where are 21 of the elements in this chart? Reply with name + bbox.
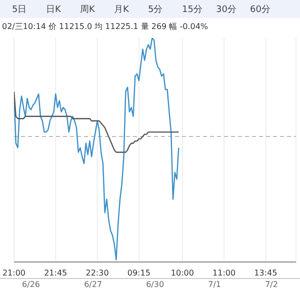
text: 6/27 [84,280,102,289]
text: 周K [80,4,96,16]
text: 7/1 [208,280,221,289]
x-tick-label: 10:00 [170,268,194,278]
text: 5日 [12,4,28,16]
text: 60分 [250,4,272,16]
x-tick-label: 21:45 [44,268,68,278]
x-tick-label: 09:15 [127,268,150,278]
text: 30分 [216,4,238,16]
text: 7/2 [265,280,278,289]
text: 02/三10:14 价 11215.0 均 11225.1 量 269 幅 -0.04% [1,21,210,32]
text: 日K [46,4,62,16]
x-tick-label: 11:00 [212,268,236,278]
x-tick-label: 21:00 [2,268,26,278]
text: 月K [114,4,130,16]
text: 6/30 [146,280,164,289]
x-tick-label: 22:30 [86,268,109,278]
x-tick-label: 13:45 [254,268,278,278]
text: 5分 [148,4,164,16]
text: 6/26 [22,280,40,289]
text: 15分 [182,4,204,16]
